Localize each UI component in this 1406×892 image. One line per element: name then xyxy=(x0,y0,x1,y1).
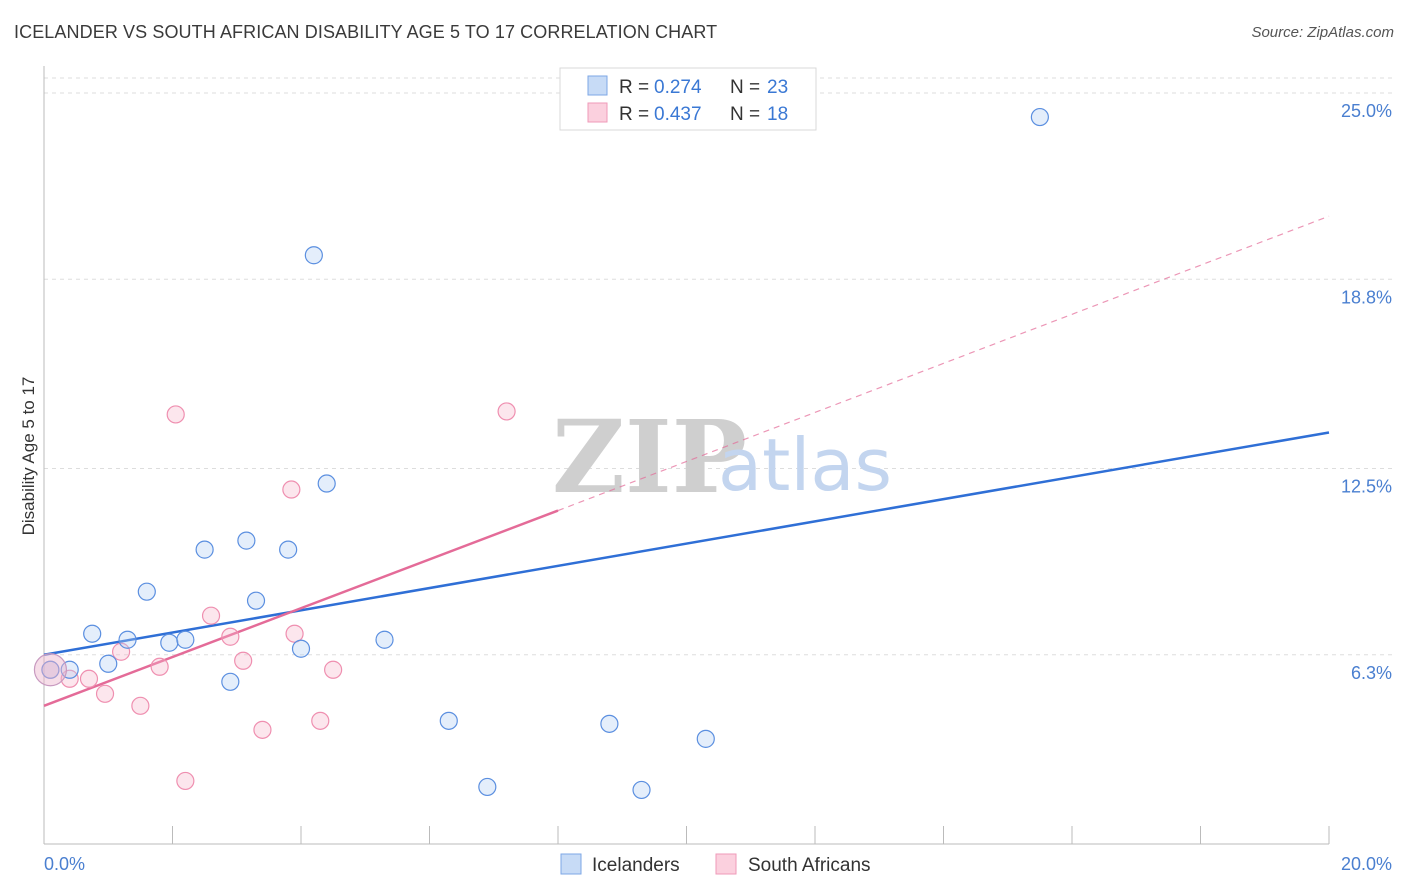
point-south-african xyxy=(282,480,301,499)
y-axis-label: Disability Age 5 to 17 xyxy=(19,377,38,536)
chart-title: ICELANDER VS SOUTH AFRICAN DISABILITY AG… xyxy=(14,22,718,42)
point-south-african xyxy=(221,627,240,646)
point-south-african xyxy=(166,405,185,424)
point-icelander xyxy=(1030,107,1049,127)
point-icelander xyxy=(304,246,323,265)
bottom-legend-swatch-icelanders xyxy=(560,853,582,875)
point-south-african xyxy=(311,711,330,730)
legend-r-value-1: 0.274 xyxy=(654,77,702,98)
point-icelander xyxy=(83,624,102,643)
point-icelander xyxy=(118,630,137,649)
legend-r-value-2: 0.437 xyxy=(654,104,702,125)
bottom-legend-swatch-south-africans xyxy=(715,853,737,875)
bottom-legend: Icelanders South Africans xyxy=(560,853,871,876)
point-icelander xyxy=(195,540,214,559)
point-south-african xyxy=(497,402,516,421)
point-south-african xyxy=(131,696,150,715)
watermark-zip: ZIP xyxy=(552,398,747,516)
point-south-african xyxy=(150,657,169,676)
bottom-legend-south-africans: South Africans xyxy=(748,855,871,876)
point-icelander xyxy=(600,714,619,733)
trend-extension-south-africans xyxy=(557,215,1330,512)
point-icelander xyxy=(176,630,195,649)
point-south-african xyxy=(201,606,221,625)
point-icelander xyxy=(478,777,497,797)
watermark-atlas: atlas xyxy=(718,423,892,507)
point-icelander xyxy=(99,654,118,673)
grid xyxy=(44,77,1392,656)
y-tick-label: 12.5% xyxy=(1341,477,1392,497)
watermark: ZIP atlas xyxy=(552,398,892,516)
legend-n-value-1: 23 xyxy=(767,77,788,98)
y-tick-label: 6.3% xyxy=(1351,663,1392,683)
point-icelander xyxy=(137,582,156,601)
point-cluster xyxy=(33,653,68,687)
trend-lines xyxy=(43,215,1330,707)
legend-r-label-2: R = xyxy=(619,104,649,125)
legend-swatch-south-africans xyxy=(587,102,608,123)
legend-swatch-icelanders xyxy=(587,75,608,96)
point-south-african xyxy=(79,669,99,688)
y-tick-label: 18.8% xyxy=(1341,287,1392,307)
point-south-african xyxy=(324,660,343,679)
point-south-african xyxy=(176,771,195,791)
x-tick-label: 0.0% xyxy=(44,854,85,874)
point-icelander xyxy=(237,531,256,550)
point-icelander xyxy=(632,780,651,800)
point-south-african xyxy=(234,651,253,670)
trend-line-icelanders xyxy=(43,431,1330,656)
point-icelander xyxy=(246,591,266,610)
source-label: Source: ZipAtlas.com xyxy=(1251,24,1394,41)
data-points xyxy=(33,107,1049,800)
x-tick-label: 20.0% xyxy=(1341,854,1392,874)
legend-n-value-2: 18 xyxy=(767,104,788,125)
point-south-african xyxy=(95,684,115,703)
point-icelander xyxy=(375,630,394,649)
legend-n-label-1: N = xyxy=(730,77,760,98)
legend-r-label-1: R = xyxy=(619,77,649,98)
point-icelander xyxy=(41,660,60,679)
point-icelander xyxy=(439,711,458,730)
axes xyxy=(43,66,1330,845)
legend: R = 0.274 N = 23 R = 0.437 N = 18 xyxy=(559,67,817,131)
point-icelander xyxy=(291,639,311,658)
point-south-african xyxy=(253,720,272,739)
point-icelander xyxy=(317,474,336,493)
bottom-legend-icelanders: Icelanders xyxy=(592,855,680,876)
point-icelander xyxy=(696,729,715,748)
point-south-african xyxy=(285,624,304,643)
point-icelander xyxy=(160,633,179,652)
point-icelander xyxy=(279,540,298,559)
y-tick-labels: 6.3% 12.5% 18.8% 25.0% xyxy=(1341,101,1392,683)
legend-n-label-2: N = xyxy=(730,104,760,125)
point-icelander xyxy=(221,672,240,691)
x-tick-labels: 0.0% 20.0% xyxy=(44,854,1392,874)
trend-line-south-africans xyxy=(43,509,559,707)
y-tick-label: 25.0% xyxy=(1341,101,1392,121)
